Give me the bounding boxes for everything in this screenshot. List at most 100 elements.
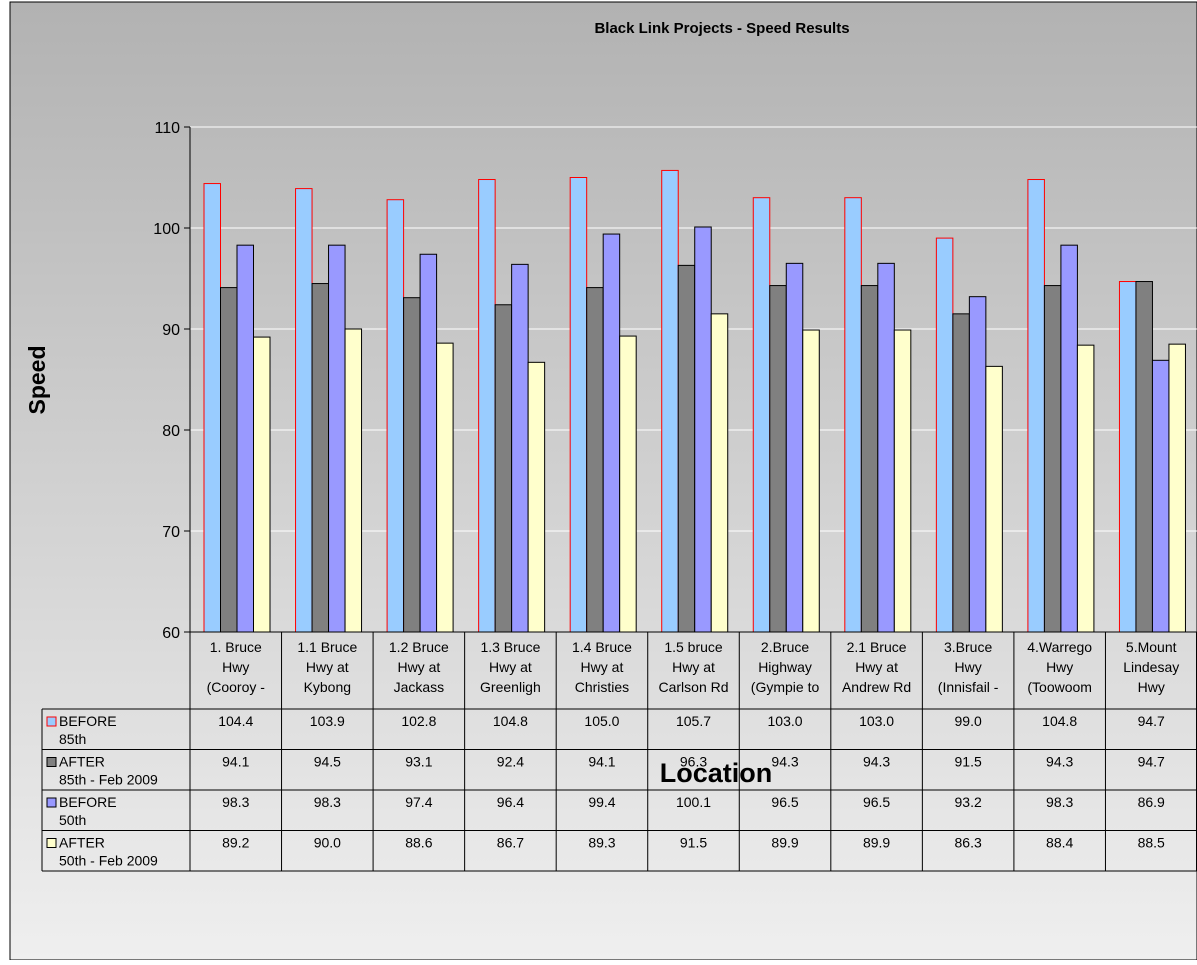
bar-series-1 — [295, 188, 313, 633]
data-value-label: 88.4 — [1046, 835, 1073, 851]
x-category-label: Lindesay — [1123, 659, 1179, 675]
data-value-label: 90.0 — [314, 835, 341, 851]
data-value-label: 99.0 — [955, 713, 982, 729]
x-category-label: 2.Bruce — [761, 639, 809, 655]
y-tick-label: 100 — [153, 221, 180, 238]
data-value-label: 86.7 — [497, 835, 524, 851]
bar-series-2 — [1043, 285, 1062, 633]
bar-series-3 — [877, 262, 895, 633]
bar-series-4 — [985, 365, 1003, 633]
x-category-label: Hwy at — [855, 659, 898, 675]
x-category-label: Christies — [575, 679, 629, 695]
data-value-label: 94.3 — [771, 754, 798, 770]
data-value-label: 86.9 — [1138, 794, 1165, 810]
data-value-label: 103.0 — [859, 713, 894, 729]
bar-series-3 — [785, 262, 804, 633]
bar-series-1 — [1118, 281, 1137, 633]
legend-key-series-2 — [46, 757, 57, 767]
data-value-label: 96.4 — [497, 794, 524, 810]
bar-series-1 — [935, 237, 954, 633]
bar-series-2 — [952, 313, 970, 633]
legend-label-series-3: BEFORE — [59, 794, 117, 810]
x-category-label: (Innisfail - — [938, 679, 999, 695]
data-value-label: 104.4 — [218, 713, 253, 729]
x-category-label: Hwy — [1046, 659, 1073, 675]
data-value-label: 103.9 — [310, 713, 345, 729]
x-category-label: 1.1 Bruce — [297, 639, 357, 655]
legend-label-series-4: 50th - Feb 2009 — [59, 853, 158, 869]
x-category-label: Hwy — [1138, 679, 1165, 695]
bar-series-4 — [1168, 343, 1186, 633]
bar-series-2 — [769, 285, 787, 633]
data-value-label: 104.8 — [493, 713, 528, 729]
bar-series-2 — [494, 304, 513, 633]
legend-label-series-2: AFTER — [59, 754, 105, 770]
data-value-label: 89.9 — [863, 835, 890, 851]
x-category-label: Andrew Rd — [842, 679, 911, 695]
bar-series-2 — [677, 264, 696, 633]
bar-series-3 — [328, 244, 346, 633]
x-category-label: 1.5 bruce — [664, 639, 723, 655]
x-category-label: (Gympie to — [751, 679, 820, 695]
data-value-label: 98.3 — [222, 794, 249, 810]
bar-series-1 — [844, 197, 862, 633]
legend-key-series-4 — [46, 838, 57, 848]
x-axis-title: Location — [660, 758, 773, 788]
data-value-label: 94.3 — [863, 754, 890, 770]
data-table: 1. Bruce Hwy (Cooroy - 1.1 Bruce Hwy at Kybon… — [41, 631, 1197, 872]
data-value-label: 88.6 — [405, 835, 432, 851]
legend-key-series-1 — [46, 716, 57, 727]
x-category-label: Kybong — [304, 679, 351, 695]
data-value-label: 94.7 — [1138, 713, 1165, 729]
data-value-label: 96.5 — [863, 794, 890, 810]
y-tick-label: 110 — [154, 120, 180, 137]
legend-key-series-3 — [46, 797, 57, 808]
bar-series-1 — [203, 183, 221, 633]
data-value-label: 93.1 — [405, 754, 432, 770]
y-tick-label: 60 — [162, 625, 180, 642]
x-category-label: 4.Warrego — [1027, 639, 1092, 655]
y-tick-label: 80 — [162, 423, 180, 440]
data-value-label: 105.0 — [584, 713, 619, 729]
data-value-label: 105.7 — [676, 713, 711, 729]
bar-series-3 — [694, 226, 712, 633]
x-category-label: Hwy — [222, 659, 249, 675]
x-category-label: (Cooroy - — [207, 679, 266, 695]
data-value-label: 91.5 — [680, 835, 707, 851]
y-tick-label: 90 — [162, 322, 180, 339]
data-value-label: 100.1 — [676, 794, 711, 810]
bar-series-2 — [1135, 281, 1153, 633]
data-value-label: 103.0 — [768, 713, 803, 729]
bar-series-2 — [220, 287, 238, 633]
bar-series-1 — [752, 197, 771, 633]
data-value-label: 89.9 — [771, 835, 798, 851]
bar-series-4 — [527, 361, 546, 633]
data-value-label: 89.2 — [222, 835, 249, 851]
bar-series-4 — [802, 329, 820, 633]
bar-series-1 — [386, 199, 405, 633]
data-value-label: 98.3 — [314, 794, 341, 810]
data-value-label: 88.5 — [1138, 835, 1165, 851]
x-category-label: Hwy at — [581, 659, 624, 675]
data-value-label: 94.3 — [1046, 754, 1073, 770]
data-value-label: 99.4 — [588, 794, 615, 810]
bar-series-4 — [253, 336, 271, 633]
legend-label-series-1: BEFORE — [59, 713, 117, 729]
x-category-label: Highway — [758, 659, 812, 675]
data-value-label: 104.8 — [1042, 713, 1077, 729]
legend-label-series-4: AFTER — [59, 835, 105, 851]
bar-series-1 — [1027, 179, 1045, 633]
bar-series-4 — [893, 329, 912, 633]
data-value-label: 96.3 — [680, 754, 707, 770]
bar-series-2 — [860, 285, 879, 633]
bar-series-2 — [311, 283, 330, 633]
x-category-label: Carlson Rd — [658, 679, 728, 695]
bar-series-1 — [569, 177, 588, 633]
x-category-label: (Toowoom — [1027, 679, 1092, 695]
plot-area: 60 70 80 90 100 110 — [153, 120, 1197, 642]
data-value-label: 96.5 — [771, 794, 798, 810]
x-category-label: 1.4 Bruce — [572, 639, 632, 655]
bar-series-1 — [661, 169, 679, 633]
